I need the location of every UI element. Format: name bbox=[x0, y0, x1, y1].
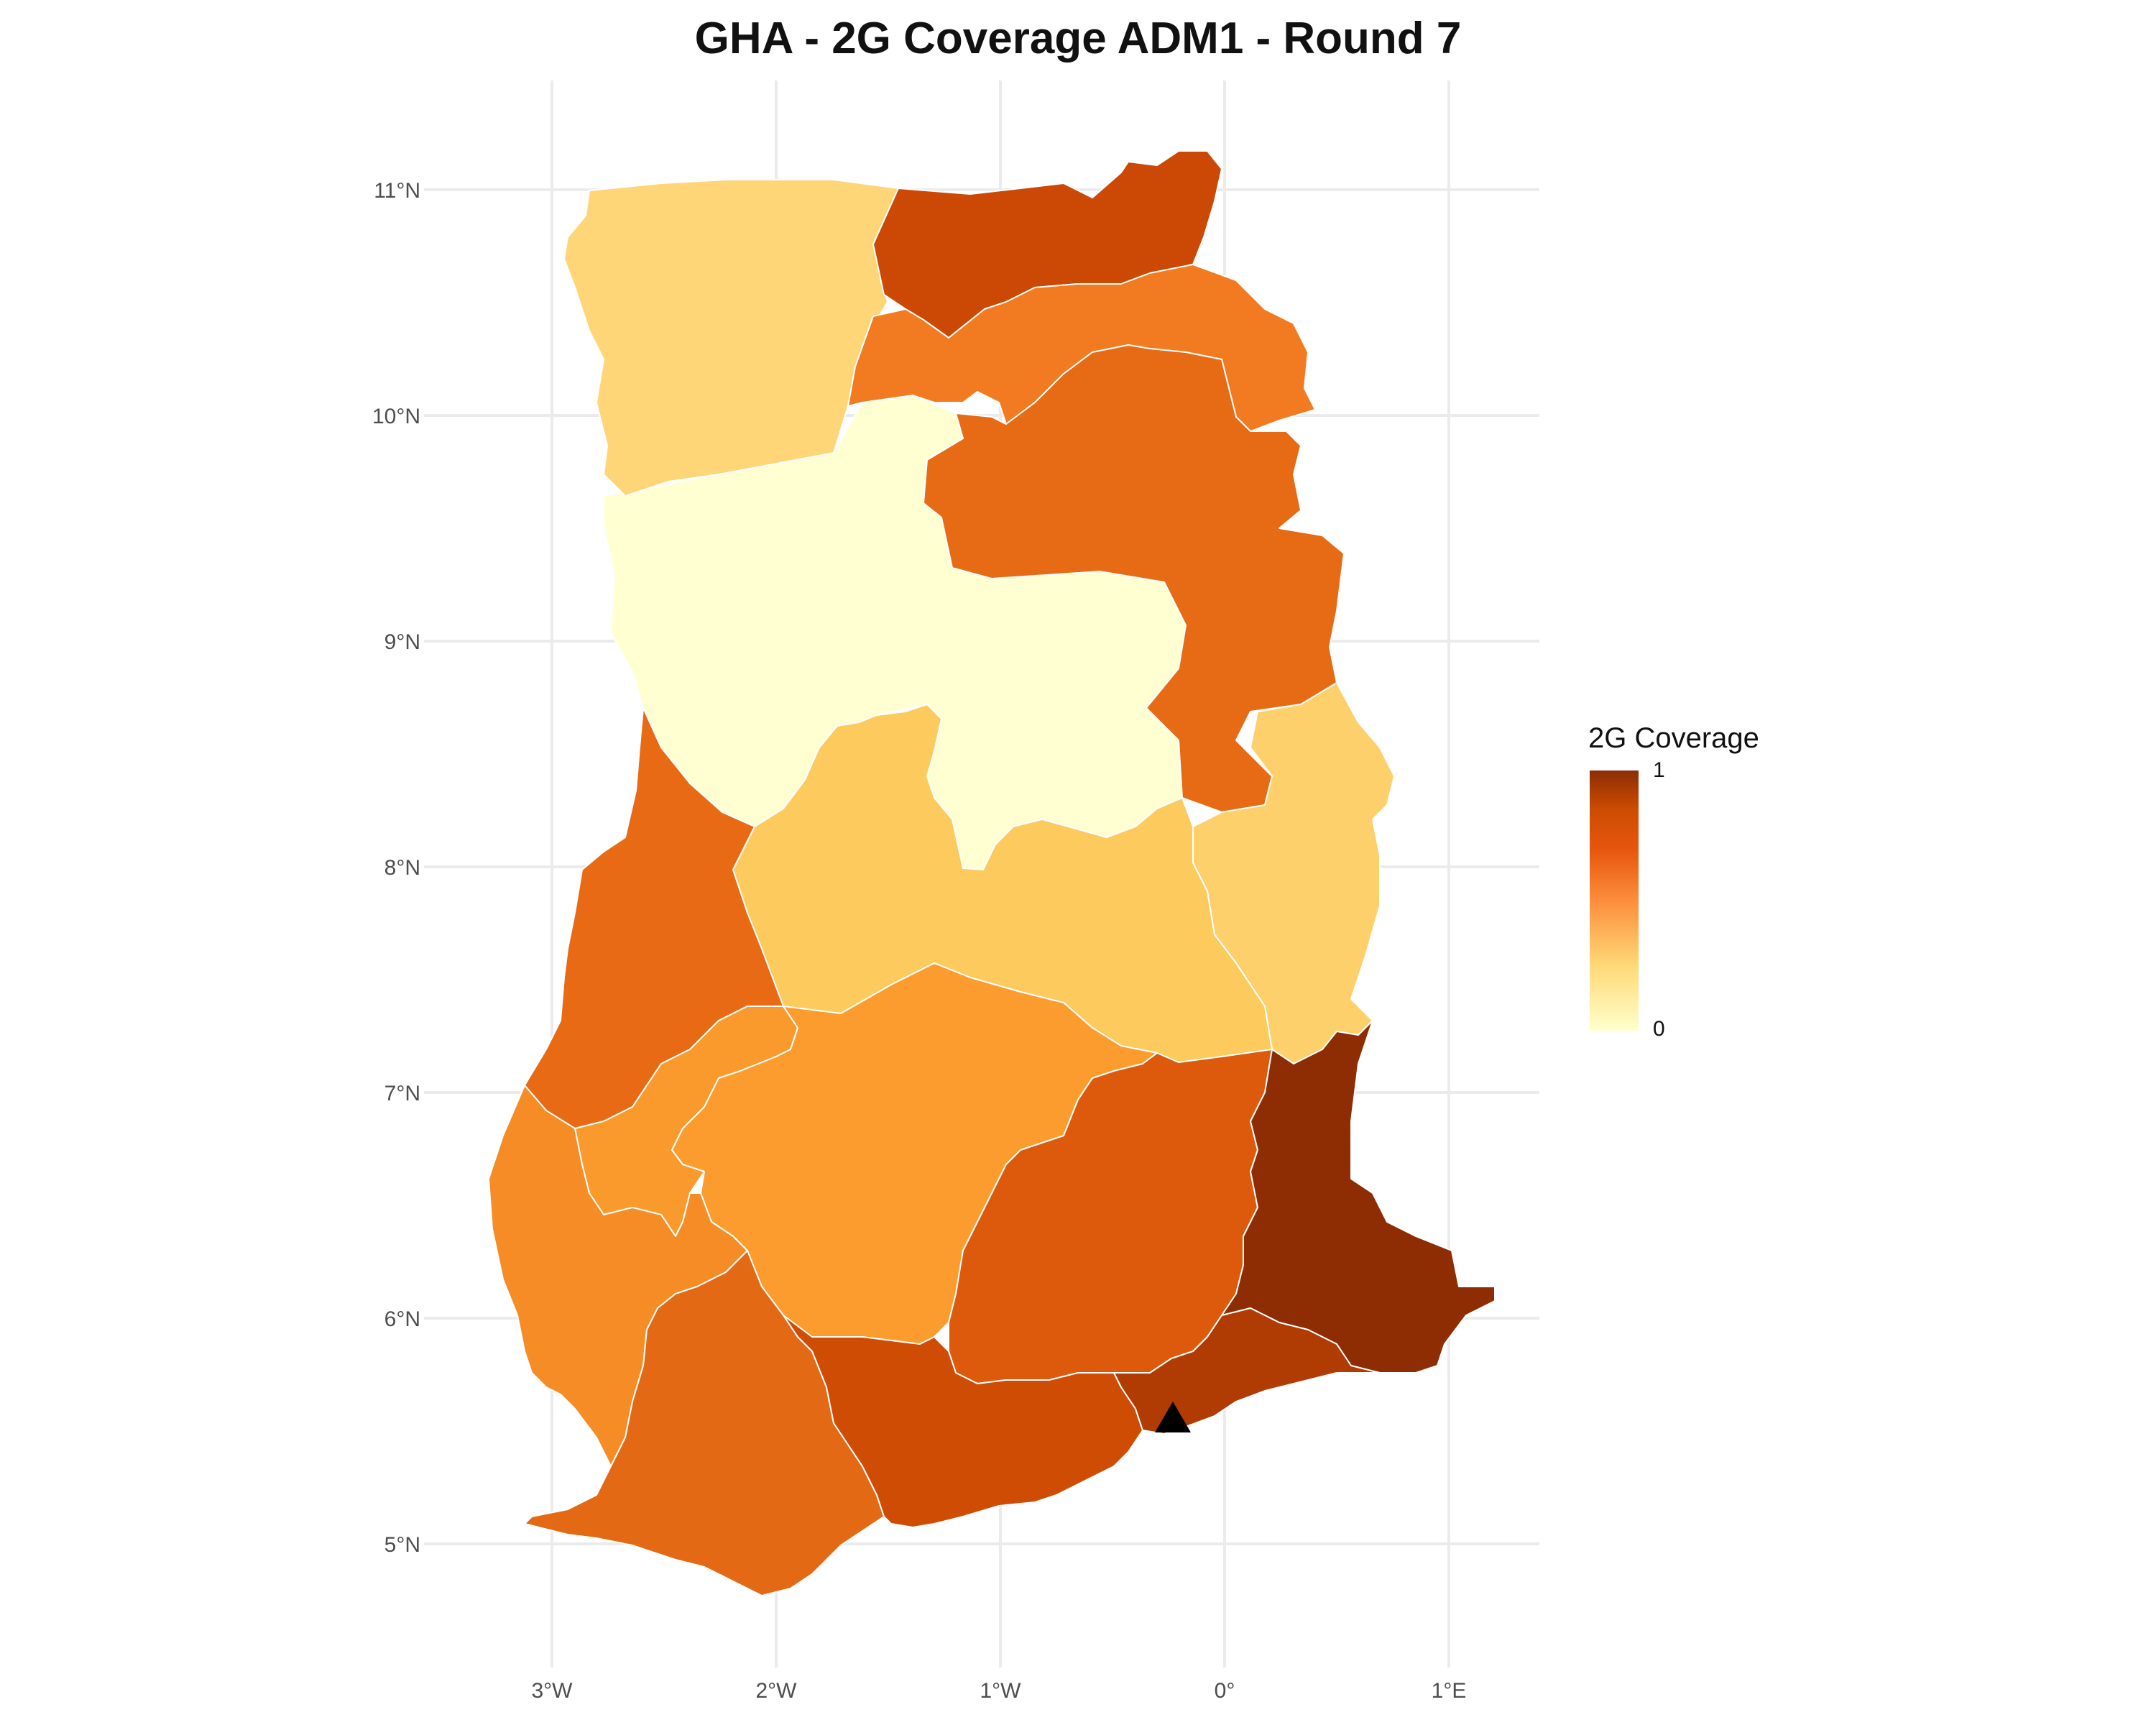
lat-tick-label: 8°N bbox=[384, 856, 420, 880]
legend-min-label: 0 bbox=[1653, 1017, 1665, 1041]
lon-tick-label: 3°W bbox=[532, 1679, 573, 1703]
capital-triangle-marker bbox=[1155, 1402, 1191, 1432]
legend-max-label: 1 bbox=[1653, 758, 1665, 782]
lat-tick-label: 11°N bbox=[374, 179, 420, 203]
lon-tick-labels: 3°W 2°W 1°W 0° 1°E bbox=[532, 1679, 1467, 1703]
region-oti[interactable] bbox=[1192, 682, 1395, 1064]
lat-tick-label: 10°N bbox=[372, 405, 420, 428]
regions-layer bbox=[488, 150, 1496, 1596]
lon-tick-label: 1°W bbox=[980, 1679, 1022, 1703]
lat-tick-label: 5°N bbox=[384, 1533, 420, 1557]
region-central[interactable] bbox=[783, 1315, 1143, 1528]
region-volta[interactable] bbox=[1221, 1020, 1496, 1374]
lat-tick-labels: 11°N 10°N 9°N 8°N 7°N 6°N 5°N bbox=[372, 179, 420, 1557]
lon-tick-label: 1°E bbox=[1432, 1679, 1467, 1703]
map-title: GHA - 2G Coverage ADM1 - Round 7 bbox=[694, 14, 1462, 63]
lon-tick-label: 2°W bbox=[756, 1679, 798, 1703]
lat-tick-label: 6°N bbox=[384, 1307, 420, 1331]
lat-tick-label: 9°N bbox=[384, 630, 420, 654]
region-greater-accra[interactable] bbox=[1113, 1307, 1381, 1435]
region-upper-west[interactable] bbox=[563, 179, 899, 497]
region-northern[interactable] bbox=[923, 344, 1345, 813]
legend-title: 2G Coverage bbox=[1588, 722, 1759, 754]
legend-colorbar bbox=[1590, 770, 1639, 1031]
lat-tick-label: 7°N bbox=[384, 1082, 420, 1105]
lon-tick-label: 0° bbox=[1215, 1679, 1235, 1703]
